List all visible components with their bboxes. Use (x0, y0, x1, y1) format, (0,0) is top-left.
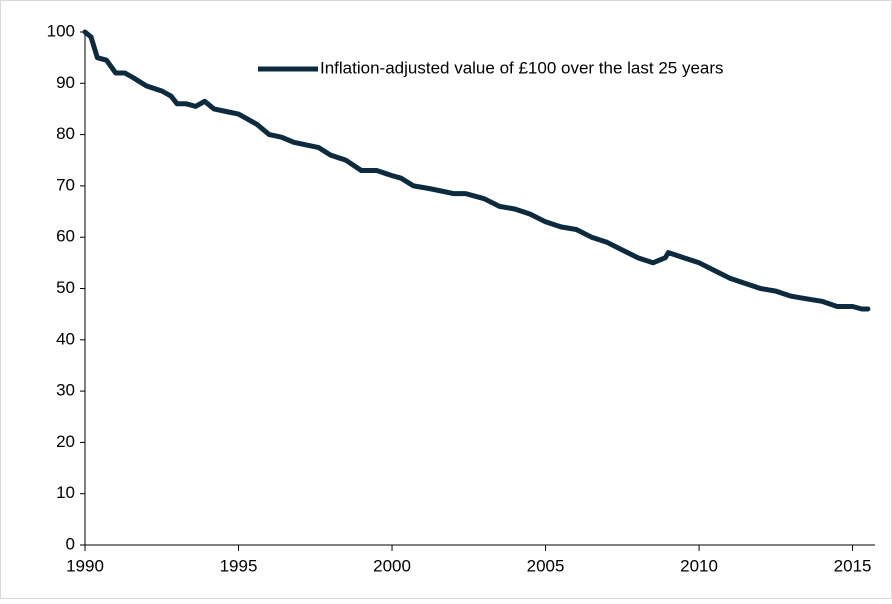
y-tick-label: 30 (56, 381, 75, 400)
y-tick-label: 70 (56, 175, 75, 194)
y-tick-label: 20 (56, 432, 75, 451)
y-tick-label: 100 (47, 21, 75, 40)
y-tick-label: 80 (56, 124, 75, 143)
x-tick-label: 1990 (66, 556, 104, 575)
x-tick-label: 1995 (220, 556, 258, 575)
legend-label: Inflation-adjusted value of £100 over th… (320, 58, 724, 77)
x-tick-label: 2015 (834, 556, 872, 575)
x-tick-label: 2005 (527, 556, 565, 575)
y-tick-label: 50 (56, 278, 75, 297)
line-series (82, 29, 871, 312)
y-tick-label: 90 (56, 73, 75, 92)
y-tick-label: 40 (56, 329, 75, 348)
x-tick-label: 2000 (373, 556, 411, 575)
x-tick-label: 2010 (680, 556, 718, 575)
y-tick-label: 60 (56, 227, 75, 246)
y-tick-label: 0 (66, 534, 75, 553)
y-tick-label: 10 (56, 483, 75, 502)
